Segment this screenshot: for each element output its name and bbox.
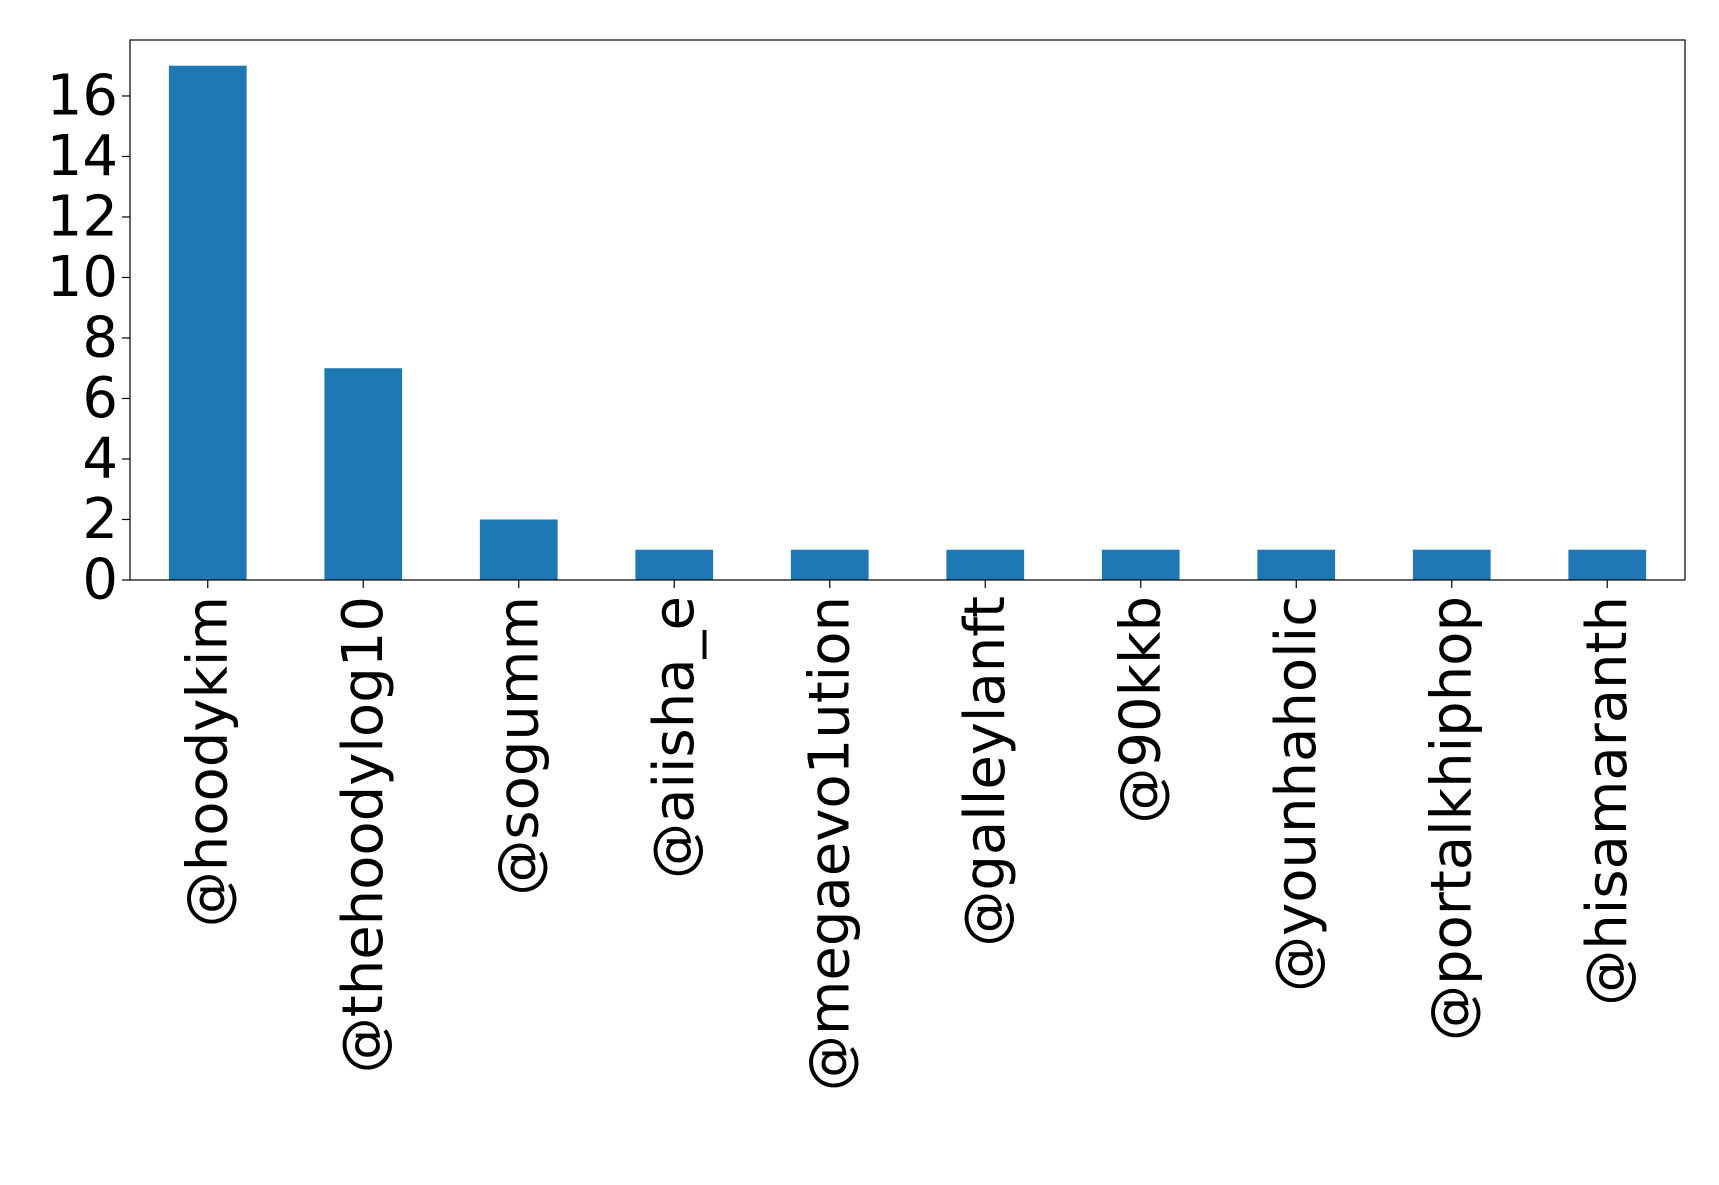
- x-tick-label: @portalkhiphop: [1419, 596, 1484, 1041]
- y-tick-label: 16: [47, 63, 118, 128]
- x-tick-label: @younhaholic: [1264, 596, 1329, 992]
- y-tick-label: 6: [82, 366, 118, 431]
- x-tick-label: @hisamaranth: [1575, 596, 1640, 1006]
- x-tick-label: @aiisha_e: [642, 596, 707, 879]
- bar-7: [1257, 549, 1336, 580]
- y-tick-label: 10: [47, 245, 118, 310]
- x-tick-label: @thehoodylog10: [331, 596, 396, 1073]
- bar-6: [1101, 549, 1180, 580]
- x-tick-label: @galleylanft: [953, 596, 1018, 947]
- bar-0: [168, 65, 247, 580]
- bars-layer: [168, 65, 1647, 580]
- x-axis: @hoodykim @thehoodylog10 @sogumm @aiisha_e @…: [175, 580, 1640, 1091]
- x-tick-label: @90kkb: [1108, 596, 1173, 824]
- bar-3: [635, 549, 714, 580]
- y-tick-label: 14: [47, 124, 118, 189]
- y-tick-label: 2: [82, 487, 118, 552]
- bar-1: [324, 368, 403, 580]
- x-tick-label: @sogumm: [486, 596, 551, 896]
- bar-2: [479, 519, 558, 580]
- y-tick-label: 12: [47, 184, 118, 249]
- bar-4: [790, 549, 869, 580]
- y-tick-label: 0: [82, 548, 118, 613]
- x-tick-label: @hoodykim: [175, 596, 240, 927]
- y-tick-label: 4: [82, 426, 118, 491]
- bar-9: [1568, 549, 1647, 580]
- bar-8: [1412, 549, 1491, 580]
- plot-frame: [129, 39, 1686, 581]
- x-tick-label: @megaevo1ution: [797, 596, 862, 1091]
- y-tick-label: 8: [82, 305, 118, 370]
- bar-5: [946, 549, 1025, 580]
